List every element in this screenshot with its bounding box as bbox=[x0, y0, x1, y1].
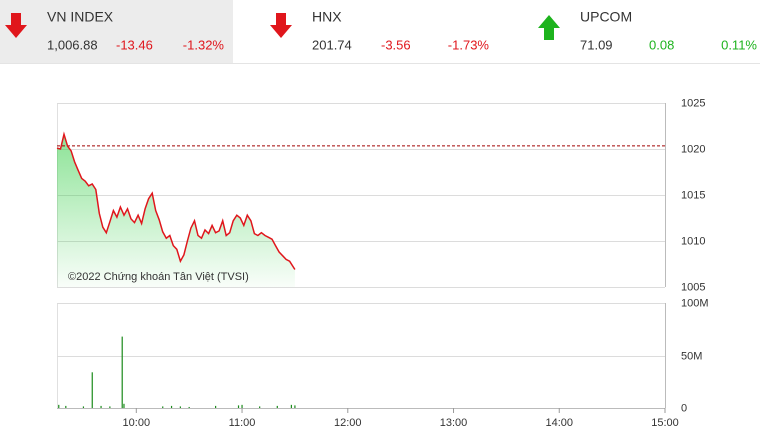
volume-bar bbox=[215, 405, 217, 408]
price-line bbox=[56, 131, 296, 270]
volume-bar bbox=[100, 405, 102, 408]
volume-bar bbox=[294, 405, 296, 408]
volume-bar bbox=[65, 405, 67, 408]
volume-bar bbox=[290, 404, 292, 408]
volume-bar bbox=[121, 336, 123, 408]
ticker-name[interactable]: VN INDEX bbox=[47, 9, 114, 25]
trend-arrow bbox=[538, 15, 560, 40]
x-tick-label: 11:00 bbox=[229, 417, 256, 429]
volume-bar bbox=[162, 406, 164, 408]
volume-bar bbox=[170, 405, 173, 408]
volume-bar bbox=[188, 406, 190, 408]
volume-bar bbox=[276, 405, 278, 408]
y-tick-label: 50M bbox=[681, 350, 702, 362]
volume-bar bbox=[259, 406, 261, 408]
volume-bar bbox=[82, 406, 85, 408]
x-tick-label: 12:00 bbox=[334, 417, 362, 429]
y-tick-label: 1010 bbox=[681, 235, 705, 247]
ticker-name[interactable]: HNX bbox=[312, 9, 342, 25]
volume-bar bbox=[241, 404, 243, 408]
volume-bar bbox=[58, 404, 60, 408]
y-tick-label: 1020 bbox=[681, 143, 705, 155]
y-tick-label: 100M bbox=[681, 297, 709, 309]
ticker-change: -3.56 bbox=[381, 37, 411, 52]
ticker-name[interactable]: UPCOM bbox=[580, 9, 632, 25]
volume-bar bbox=[123, 403, 125, 408]
x-tick-label: 14:00 bbox=[545, 417, 573, 429]
volume-bar bbox=[237, 405, 240, 408]
volume-bar bbox=[179, 406, 181, 408]
ticker-change: -13.46 bbox=[116, 37, 153, 52]
ticker-percent: -1.73% bbox=[448, 37, 490, 52]
y-tick-label: 1015 bbox=[681, 189, 705, 201]
y-tick-label: 1025 bbox=[681, 97, 705, 109]
ticker-price: 71.09 bbox=[580, 37, 613, 52]
ticker-price: 1,006.88 bbox=[47, 37, 98, 52]
ticker-price: 201.74 bbox=[312, 37, 352, 52]
ticker-change: 0.08 bbox=[649, 37, 674, 52]
watermark: ©2022 Chứng khoán Tân Việt (TVSI) bbox=[68, 271, 249, 283]
area bbox=[57, 134, 295, 287]
x-tick-label: 13:00 bbox=[440, 417, 468, 429]
selected-tab-bg bbox=[0, 0, 233, 63]
ticker-percent: 0.11% bbox=[721, 37, 757, 52]
volume-bar bbox=[91, 372, 93, 408]
y-tick-label: 1005 bbox=[681, 281, 705, 293]
x-tick-label: 15:00 bbox=[651, 417, 679, 429]
x-tick-label: 10:00 bbox=[123, 417, 151, 429]
volume-bar bbox=[109, 406, 111, 408]
trend-arrow bbox=[270, 13, 292, 38]
ticker-percent: -1.32% bbox=[183, 37, 225, 52]
y-tick-label: 0 bbox=[681, 402, 687, 414]
trend-arrow bbox=[5, 13, 27, 38]
